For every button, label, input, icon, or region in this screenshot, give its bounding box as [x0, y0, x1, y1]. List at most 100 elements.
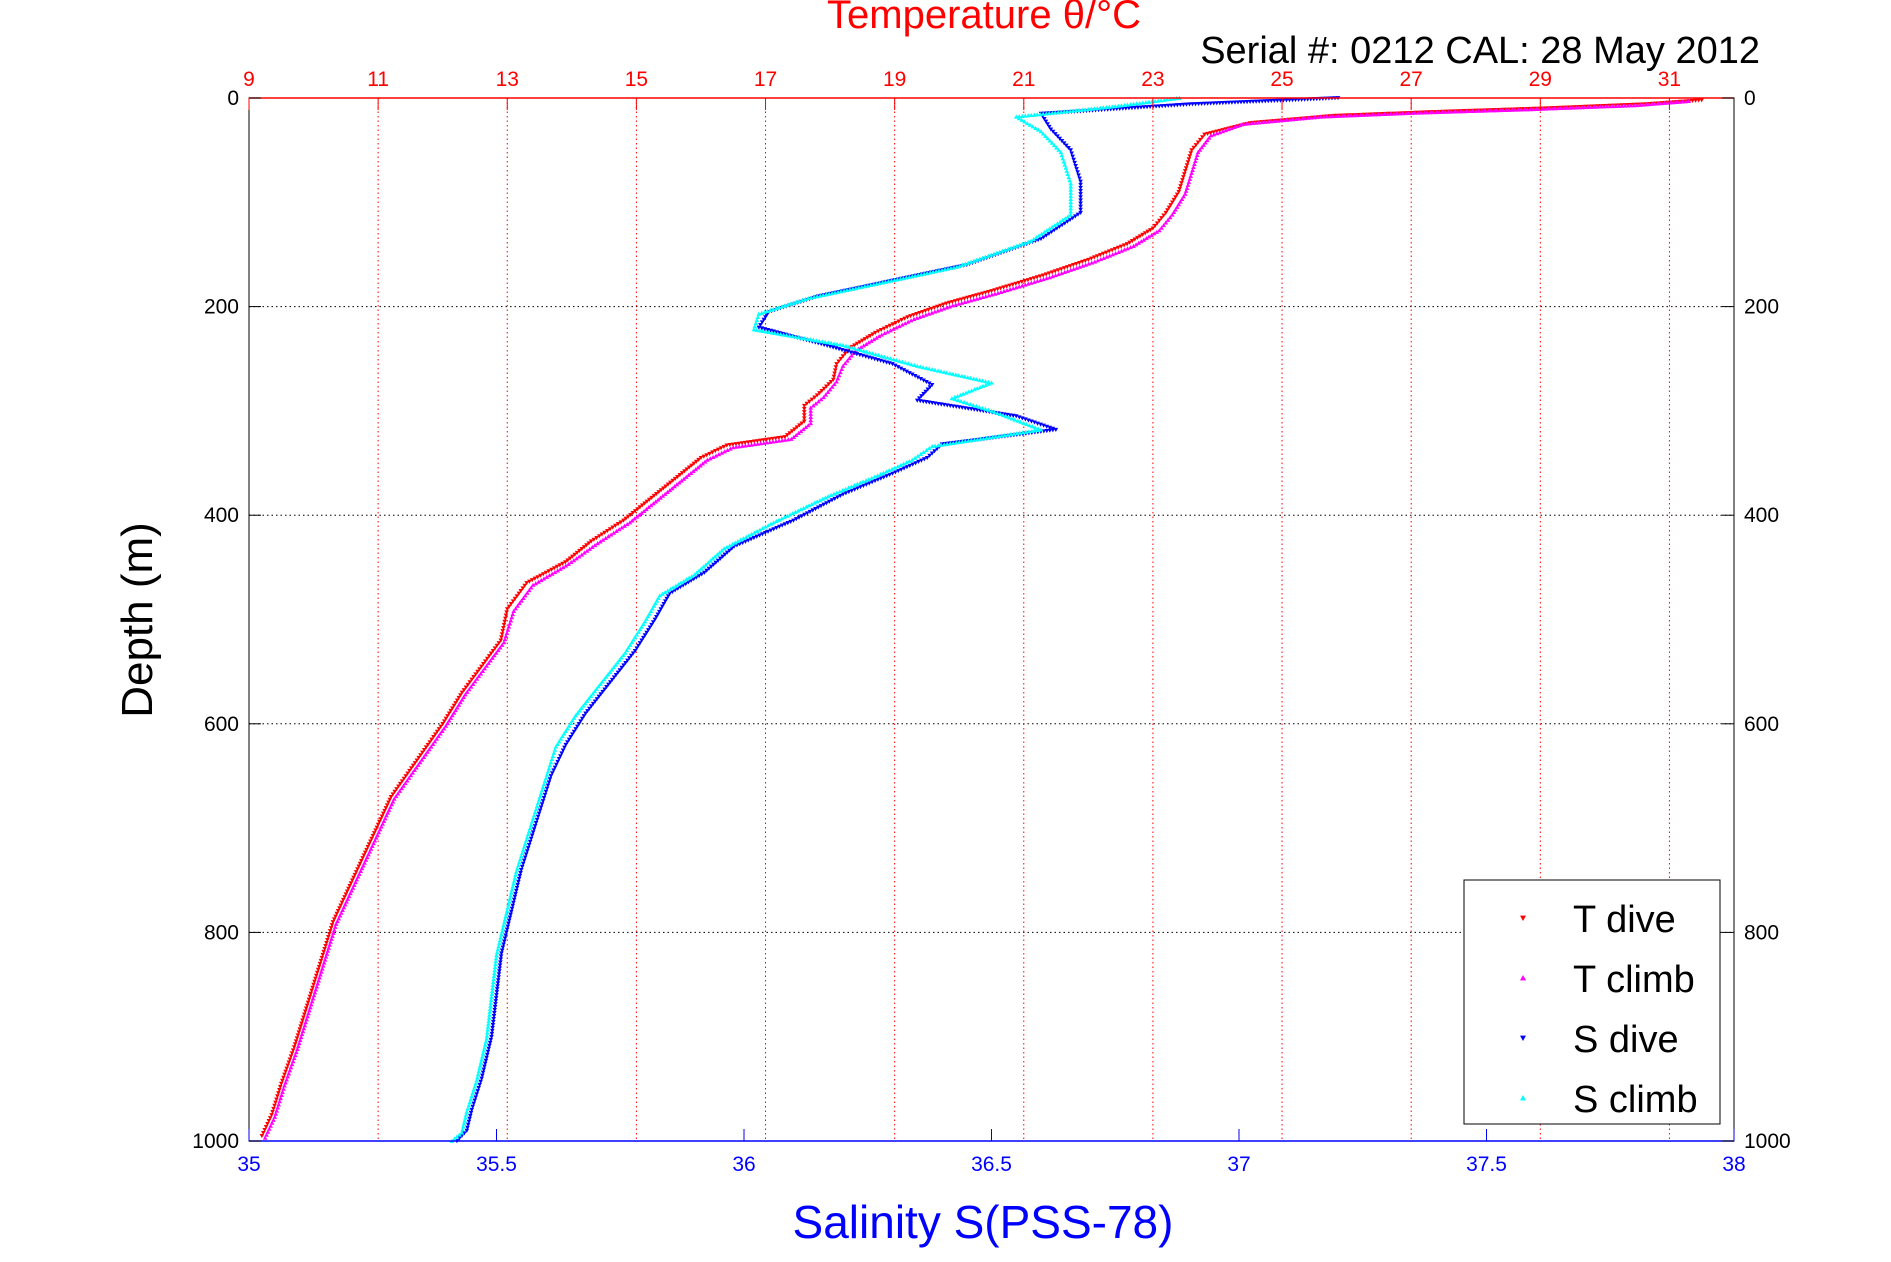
- t-climb-point: [1159, 225, 1164, 230]
- t-climb-point: [1029, 280, 1034, 285]
- s-climb-point: [662, 590, 668, 595]
- t-climb-point: [1182, 191, 1188, 196]
- s-dive-point: [765, 529, 771, 534]
- s-dive-point: [852, 487, 857, 492]
- t-dive-point: [387, 797, 393, 802]
- t-dive-point: [1171, 197, 1177, 202]
- t-dive-point: [371, 831, 377, 836]
- s-dive-point: [1048, 127, 1054, 132]
- t-climb-point: [902, 321, 908, 326]
- s-dive-point: [912, 374, 918, 379]
- s-dive-point: [824, 501, 829, 506]
- s-climb-point: [1011, 431, 1017, 436]
- s-climb-point: [885, 355, 890, 360]
- s-dive-point: [708, 564, 714, 569]
- t-dive-point: [532, 576, 538, 581]
- t-dive-point: [516, 591, 522, 596]
- s-climb-point: [996, 433, 1001, 439]
- s-dive-point: [1078, 195, 1083, 200]
- t-dive-point: [1070, 263, 1076, 268]
- s-dive-point: [1235, 100, 1241, 105]
- t-climb-point: [632, 516, 637, 521]
- s-dive-point: [495, 984, 500, 989]
- t-climb-point: [1433, 109, 1439, 115]
- t-climb-point: [1146, 234, 1152, 239]
- s-dive-point: [782, 522, 788, 527]
- t-climb-point: [1549, 106, 1555, 111]
- s-dive-point: [499, 951, 504, 956]
- s-dive-point: [815, 505, 821, 510]
- t-climb-point: [461, 694, 466, 700]
- s-climb-point: [802, 336, 807, 341]
- t-climb-point: [1361, 112, 1366, 117]
- s-climb-point: [496, 944, 501, 949]
- t-dive-point: [1163, 210, 1169, 216]
- t-climb-point: [995, 290, 1001, 295]
- t-dive-point: [710, 450, 715, 455]
- s-dive-point: [583, 711, 588, 716]
- t-dive-point: [826, 382, 832, 387]
- t-climb-point: [1601, 104, 1606, 109]
- t-dive-point: [285, 1063, 291, 1068]
- s-climb-point: [763, 329, 769, 334]
- t-dive-point: [303, 1006, 309, 1011]
- s-climb-point: [603, 674, 609, 679]
- s-dive-point: [531, 827, 537, 832]
- s-climb-point: [457, 1132, 462, 1137]
- t-dive-point: [384, 803, 390, 808]
- s-dive-point: [1043, 233, 1049, 238]
- s-dive-point: [485, 1049, 491, 1054]
- s-dive-point: [644, 630, 649, 635]
- t-climb-point: [1173, 207, 1178, 212]
- t-dive-point: [917, 311, 922, 316]
- t-dive-point: [905, 315, 910, 320]
- s-climb-point: [626, 645, 631, 650]
- s-climb-point: [986, 407, 991, 412]
- t-dive-point: [675, 474, 680, 480]
- t-climb-point: [1528, 107, 1533, 112]
- t-dive-point: [914, 312, 919, 317]
- t-dive-point: [308, 991, 314, 996]
- t-climb-point: [1683, 99, 1689, 104]
- t-climb-point: [1220, 129, 1226, 134]
- s-dive-point: [702, 570, 707, 575]
- t-dive-point: [309, 988, 315, 993]
- t-dive-point: [365, 845, 371, 850]
- s-climb-point: [474, 1078, 479, 1083]
- s-climb-point: [732, 540, 738, 545]
- t-climb-point: [1607, 104, 1613, 109]
- t-climb-point: [296, 1040, 302, 1046]
- t-dive-point: [492, 646, 498, 651]
- t-dive-point: [814, 393, 820, 398]
- s-climb-point: [768, 521, 774, 526]
- t-climb-point: [1056, 271, 1061, 277]
- s-dive-point: [516, 879, 521, 885]
- s-climb-point: [900, 359, 905, 364]
- s-climb-point: [844, 287, 850, 292]
- s-climb-point: [904, 275, 909, 280]
- s-climb-point: [897, 358, 902, 363]
- s-dive-point: [1035, 421, 1040, 426]
- s-dive-point: [502, 936, 508, 941]
- t-climb-point: [1430, 110, 1436, 115]
- s-dive-point: [490, 1022, 496, 1028]
- t-dive-point: [319, 955, 325, 961]
- t-climb-point: [688, 470, 694, 476]
- t-dive-point: [339, 900, 345, 905]
- s-climb-point: [749, 531, 754, 536]
- t-climb-point: [1555, 106, 1561, 111]
- s-dive-point: [1075, 212, 1081, 217]
- t-dive-point: [878, 327, 884, 333]
- s-climb-point: [1038, 427, 1044, 432]
- t-dive-point: [409, 766, 414, 771]
- s-dive-point: [1078, 192, 1083, 197]
- t-dive-point: [1112, 246, 1118, 252]
- s-climb-point: [1137, 100, 1143, 106]
- s-climb-point: [868, 282, 874, 287]
- s-dive-point: [791, 518, 796, 523]
- t-climb-point: [533, 581, 539, 586]
- depth-tick-label-left: 200: [204, 296, 239, 319]
- s-climb-point: [947, 371, 953, 376]
- s-climb-point: [910, 274, 915, 279]
- s-climb-point: [980, 255, 985, 260]
